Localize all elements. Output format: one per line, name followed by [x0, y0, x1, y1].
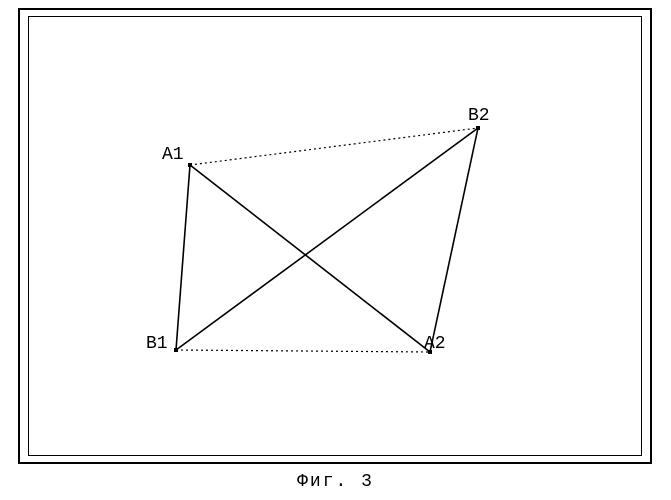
node-B2 [476, 126, 480, 130]
node-B1 [174, 348, 178, 352]
node-label-B2: B2 [468, 106, 490, 126]
node-label-A2: A2 [424, 334, 446, 354]
diagram-canvas: A1 B2 B1 A2 [0, 0, 671, 500]
node-label-B1: B1 [146, 334, 168, 354]
node-label-A1: A1 [162, 145, 184, 165]
edge-B2-A2 [430, 128, 478, 352]
edge-B1-A2 [176, 350, 430, 352]
figure-caption: Фиг. 3 [0, 472, 671, 492]
node-A1 [188, 163, 192, 167]
edge-A1-A2 [190, 165, 430, 352]
edge-A1-B1 [176, 165, 190, 350]
